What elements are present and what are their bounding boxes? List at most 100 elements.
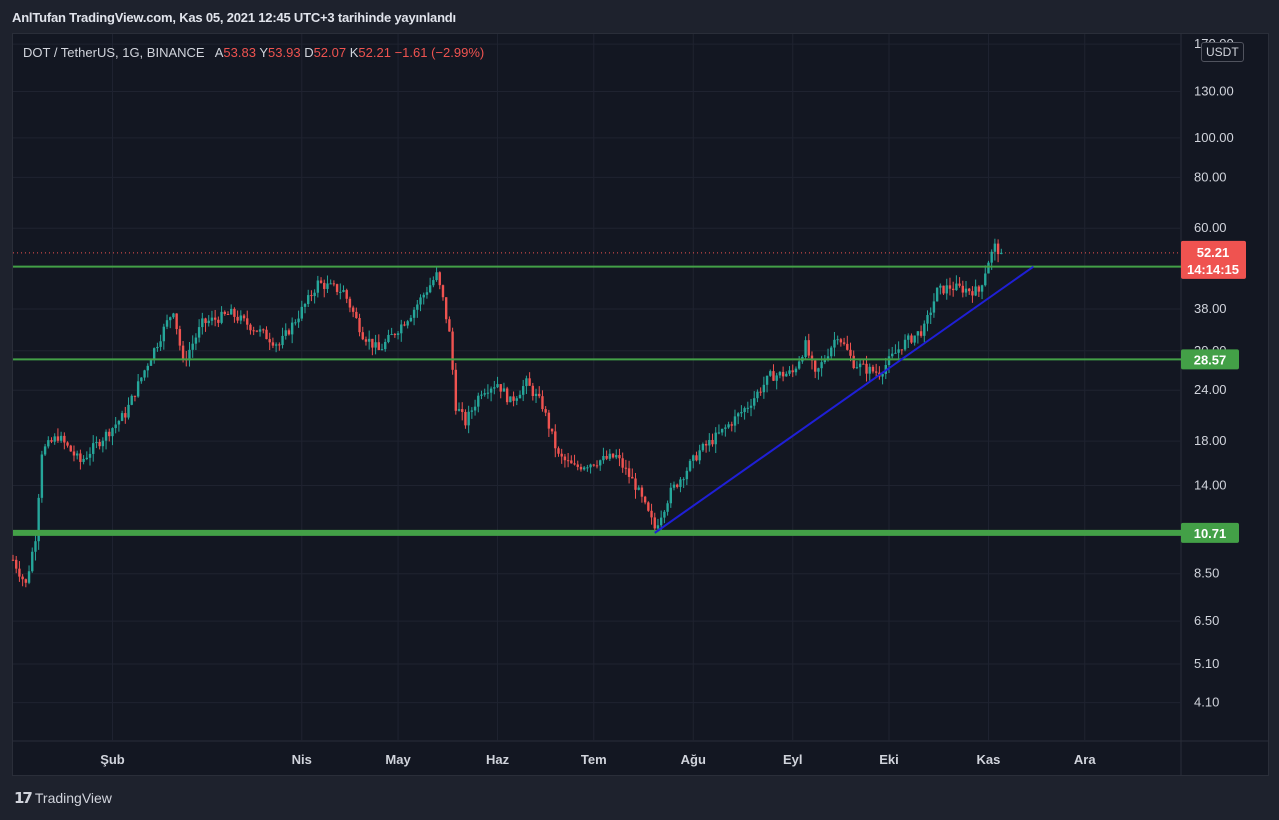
- candle-body: [599, 460, 602, 466]
- candle-body: [730, 424, 733, 426]
- footer-logo[interactable]: 𝟭𝟳 TradingView: [14, 789, 112, 807]
- candle-body: [34, 541, 37, 552]
- symbol-legend: DOT / TetherUS, 1G, BINANCE A53.83 Y53.9…: [23, 45, 484, 60]
- candle-body: [323, 282, 326, 289]
- candle-body: [849, 349, 852, 356]
- close-value: 52.21: [358, 45, 391, 60]
- candle-body: [265, 329, 268, 340]
- candle-body: [117, 420, 121, 425]
- candle-body: [968, 288, 971, 292]
- high-value: 53.93: [268, 45, 301, 60]
- candle-body: [653, 517, 656, 529]
- candle-body: [108, 431, 111, 437]
- candle-body: [984, 273, 987, 286]
- candle-body: [31, 551, 34, 572]
- candle-body: [573, 463, 576, 465]
- candle-body: [756, 391, 759, 399]
- candle-body: [550, 428, 554, 432]
- candle-body: [701, 443, 705, 451]
- candle-body: [66, 442, 69, 446]
- candle-body: [778, 371, 782, 376]
- candle-body: [531, 385, 535, 397]
- candle-body: [409, 317, 413, 322]
- candle-body: [348, 298, 352, 308]
- candle-body: [602, 455, 605, 461]
- y-tick-label: 24.00: [1194, 382, 1227, 397]
- candle-body: [964, 288, 968, 293]
- low-value: 52.07: [313, 45, 347, 60]
- candle-body: [948, 285, 952, 289]
- candle-body: [759, 391, 762, 393]
- change-value: −1.61 (−2.99%): [394, 45, 485, 60]
- candle-body: [913, 335, 916, 343]
- candle-body: [226, 314, 230, 316]
- candle-body: [724, 427, 727, 429]
- candle-body: [15, 559, 18, 569]
- candle-body: [512, 396, 515, 401]
- candle-body: [663, 511, 666, 518]
- candle-body: [380, 349, 384, 351]
- candle-body: [351, 307, 355, 312]
- candle-body: [528, 378, 531, 386]
- candle-body: [868, 366, 871, 374]
- candle-body: [493, 387, 496, 389]
- candle-body: [406, 321, 409, 326]
- candle-body: [210, 317, 214, 321]
- candle-body: [172, 313, 175, 318]
- candle-body: [377, 342, 381, 351]
- currency-badge[interactable]: USDT: [1201, 42, 1244, 62]
- candle-body: [640, 487, 644, 497]
- candle-body: [79, 453, 82, 462]
- candle-body: [181, 345, 185, 359]
- candle-body: [855, 367, 859, 369]
- candle-body: [188, 349, 191, 361]
- candle-body: [791, 370, 794, 373]
- candle-body: [21, 576, 24, 580]
- candle-body: [425, 292, 429, 295]
- candle-body: [961, 285, 965, 293]
- candle-body: [470, 410, 474, 412]
- candle-body: [95, 441, 98, 444]
- candle-body: [634, 478, 637, 490]
- candle-body: [262, 329, 265, 331]
- trendline: [654, 265, 1034, 534]
- candle-body: [871, 366, 875, 372]
- candle-body: [656, 525, 660, 529]
- candle-body: [903, 339, 907, 350]
- candle-body: [942, 285, 945, 294]
- chart-frame[interactable]: [12, 33, 1269, 776]
- candle-body: [762, 384, 766, 393]
- candle-body: [785, 373, 788, 377]
- candle-body: [233, 308, 236, 317]
- candle-body: [310, 295, 313, 297]
- candle-body: [618, 455, 621, 459]
- y-tick-label: 130.00: [1194, 84, 1234, 99]
- candle-body: [582, 467, 586, 470]
- candle-body: [554, 431, 557, 449]
- candle-body: [88, 453, 92, 458]
- candle-body: [464, 411, 467, 426]
- candle-body: [621, 458, 624, 468]
- candle-body: [133, 395, 137, 397]
- candle-body: [521, 386, 525, 395]
- candle-body: [865, 363, 868, 374]
- candle-body: [50, 440, 53, 442]
- candle-body: [242, 315, 246, 319]
- candle-body: [75, 453, 79, 456]
- y-tick-label: 8.50: [1194, 566, 1219, 581]
- candle-body: [659, 517, 663, 526]
- x-tick-label: Şub: [100, 752, 125, 767]
- low-label: D: [304, 45, 314, 60]
- candle-body: [823, 359, 827, 363]
- candle-body: [736, 413, 740, 417]
- candle-body: [939, 285, 942, 288]
- candle-body: [711, 439, 714, 445]
- x-tick-label: Kas: [977, 752, 1001, 767]
- candle-body: [987, 262, 990, 274]
- candle-body: [611, 453, 615, 458]
- candle-body: [666, 503, 669, 512]
- candle-body: [169, 317, 172, 321]
- candle-body: [428, 285, 432, 293]
- candle-body: [891, 353, 894, 357]
